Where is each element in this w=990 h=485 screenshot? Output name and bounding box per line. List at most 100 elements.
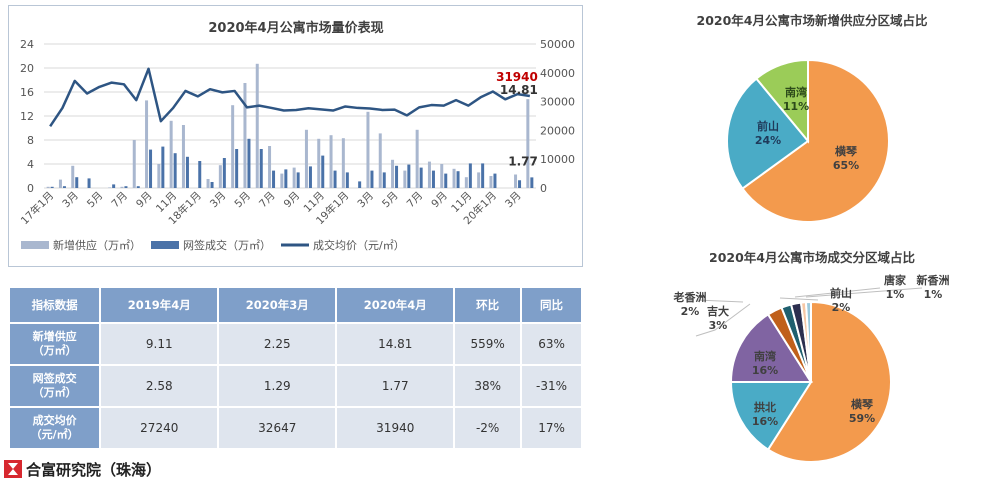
supply-pie-title: 2020年4月公寓市场新增供应分区域占比 bbox=[696, 13, 928, 28]
table-cell: 38% bbox=[455, 366, 521, 406]
right-axis-tick: 0 bbox=[540, 182, 547, 195]
x-axis-tick: 3月 bbox=[355, 190, 376, 211]
right-axis-tick: 10000 bbox=[540, 153, 575, 166]
supply-bar bbox=[403, 170, 407, 188]
table-cell: 14.81 bbox=[337, 324, 454, 364]
deal-bar bbox=[296, 172, 300, 188]
supply-bar bbox=[526, 99, 530, 188]
row-unit: （万㎡） bbox=[32, 344, 77, 357]
right-axis-tick: 40000 bbox=[540, 67, 575, 80]
leader-line bbox=[696, 299, 744, 303]
supply-bar bbox=[464, 177, 468, 188]
deal-bar bbox=[136, 186, 140, 188]
slice-percent: 2% bbox=[831, 301, 851, 314]
supply-bar bbox=[391, 159, 395, 188]
deal-bar bbox=[222, 158, 226, 188]
leader-line bbox=[805, 287, 923, 298]
header-cell: 2020年4月 bbox=[337, 288, 454, 322]
supply-bar bbox=[317, 138, 321, 188]
x-axis-tick: 3月 bbox=[60, 190, 81, 211]
row-label: 新增供应 bbox=[32, 330, 77, 343]
supply-bar bbox=[378, 133, 382, 188]
supply-bar bbox=[415, 129, 419, 188]
supply-bar bbox=[108, 187, 112, 188]
pie-slice bbox=[729, 313, 813, 383]
deal-bar bbox=[272, 170, 276, 188]
slice-name: 横琴 bbox=[835, 145, 857, 158]
table-cell: 63% bbox=[522, 324, 581, 364]
pie-slice bbox=[804, 300, 812, 383]
row-header: 新增供应 （万㎡） bbox=[10, 324, 100, 364]
supply-bar bbox=[427, 161, 431, 188]
header-cell: 指标数据 bbox=[10, 288, 100, 322]
deal-pie-title: 2020年4月公寓市场成交分区域占比 bbox=[709, 250, 915, 265]
deal-bar bbox=[210, 182, 214, 188]
slice-name: 横琴 bbox=[851, 398, 873, 411]
pie-slice bbox=[729, 381, 813, 451]
supply-bar bbox=[452, 168, 456, 188]
slice-name: 拱北 bbox=[754, 401, 776, 414]
header-cell: 2019年4月 bbox=[101, 288, 218, 322]
slice-percent: 2% bbox=[680, 305, 700, 318]
x-axis-tick: 9月 bbox=[282, 190, 303, 211]
deal-bar bbox=[358, 181, 362, 188]
row-header: 成交均价 （元/㎡） bbox=[10, 408, 100, 448]
deal-bar bbox=[468, 163, 472, 188]
deal-bar bbox=[395, 165, 399, 188]
deal-bar bbox=[284, 169, 288, 188]
deal-bar bbox=[345, 172, 349, 188]
slice-percent: 65% bbox=[832, 159, 860, 172]
slice-percent: 16% bbox=[751, 364, 779, 377]
slice-name: 新香洲 bbox=[916, 274, 950, 287]
x-axis-tick: 7月 bbox=[109, 190, 130, 211]
supply-bar bbox=[46, 186, 50, 188]
x-axis-tick: 9月 bbox=[134, 190, 155, 211]
combo-chart-svg: 2020年4月公寓市场量价表现 0 4 8 12 16 20 24 0 10000 20000 300… bbox=[18, 20, 575, 252]
supply-bar bbox=[268, 146, 272, 188]
table-cell: 1.77 bbox=[337, 366, 454, 406]
price-volume-chart: 2020年4月公寓市场量价表现 0 4 8 12 16 20 24 0 10000 20000 300… bbox=[8, 5, 583, 267]
deal-bar bbox=[321, 155, 325, 188]
supply-bar bbox=[181, 125, 185, 188]
table-row: 网签成交 （万㎡） 2.58 1.29 1.77 38% -31% bbox=[10, 366, 581, 406]
x-axis-tick: 7月 bbox=[257, 190, 278, 211]
header-cell: 2020年3月 bbox=[219, 288, 336, 322]
slice-name: 前山 bbox=[830, 287, 852, 300]
table-cell: 2.58 bbox=[101, 366, 218, 406]
supply-bar bbox=[157, 164, 161, 188]
row-unit: （万㎡） bbox=[32, 386, 77, 399]
pie-slice bbox=[741, 58, 890, 223]
right-axis-tick: 50000 bbox=[540, 38, 575, 51]
supply-bar bbox=[218, 165, 222, 188]
slice-name: 唐家 bbox=[884, 274, 906, 287]
pie-data-label: 前山 24% bbox=[755, 120, 781, 148]
legend-supply-swatch bbox=[21, 241, 49, 249]
table-cell: 27240 bbox=[101, 408, 218, 448]
left-axis-tick: 24 bbox=[20, 38, 34, 51]
deal-bar bbox=[530, 177, 534, 188]
supply-bar bbox=[489, 176, 493, 188]
supply-pie-chart bbox=[726, 58, 890, 223]
legend-deal-swatch bbox=[151, 241, 179, 249]
pie-data-label: 前山 2% bbox=[830, 287, 852, 315]
slice-percent: 3% bbox=[708, 319, 728, 332]
supply-bar bbox=[329, 135, 333, 188]
deal-bar bbox=[456, 171, 460, 188]
slice-name: 前山 bbox=[757, 120, 779, 133]
table-cell: 9.11 bbox=[101, 324, 218, 364]
supply-bar bbox=[169, 120, 173, 188]
supply-bar bbox=[58, 179, 62, 188]
leader-line bbox=[794, 287, 881, 298]
table-cell: -2% bbox=[455, 408, 521, 448]
supply-bar bbox=[71, 165, 75, 188]
deal-bar bbox=[75, 177, 79, 188]
table-cell: 32647 bbox=[219, 408, 336, 448]
footer-brand: 合富研究院（珠海） bbox=[4, 458, 161, 480]
right-axis-tick: 30000 bbox=[540, 96, 575, 109]
brand-logo-icon bbox=[4, 460, 22, 478]
slice-percent: 1% bbox=[885, 288, 905, 301]
left-axis-tick: 0 bbox=[27, 182, 34, 195]
left-axis-tick: 8 bbox=[27, 134, 34, 147]
slice-percent: 24% bbox=[754, 134, 782, 147]
left-axis-tick: 16 bbox=[20, 86, 34, 99]
